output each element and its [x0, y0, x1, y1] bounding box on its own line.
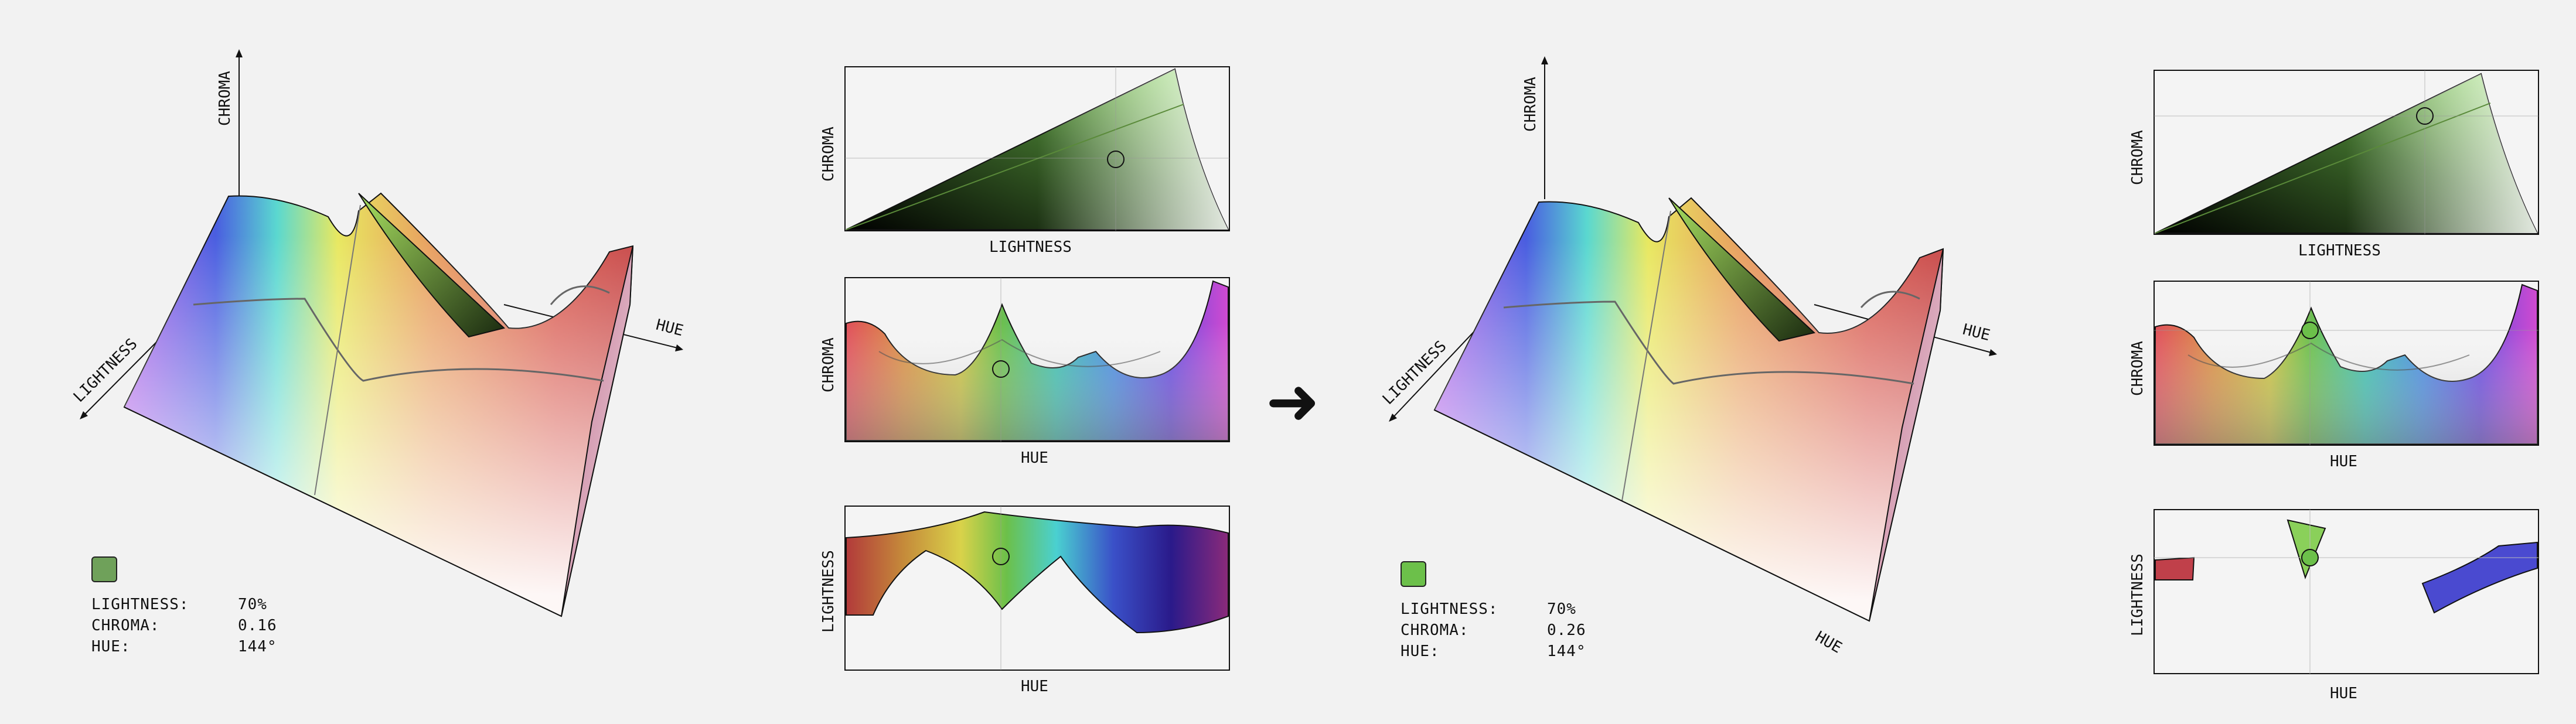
svg-text:HUE: HUE: [1021, 678, 1048, 691]
svg-text:HUE: HUE: [1812, 628, 1845, 657]
svg-text:CHROMA: CHROMA: [2129, 130, 2146, 185]
right-color-info: LIGHTNESS: 70% CHROMA: 0.26 HUE: 144°: [1401, 599, 1586, 662]
svg-text:HUE: HUE: [2330, 685, 2357, 702]
chroma-key: CHROMA:: [1401, 621, 1469, 639]
hue-value: 144°: [238, 638, 277, 655]
chroma-value: 0.16: [238, 617, 277, 634]
svg-text:LIGHTNESS: LIGHTNESS: [2298, 242, 2381, 259]
hue-lightness-slice: LIGHTNESS HUE: [2129, 509, 2539, 702]
lightness-chroma-slice: CHROMA LIGHTNESS: [2129, 70, 2539, 259]
hue-key: HUE:: [1401, 643, 1440, 660]
hue-lightness-slice: LIGHTNESS HUE: [820, 506, 1230, 695]
svg-text:CHROMA: CHROMA: [820, 337, 837, 392]
left-slices: CHROMA LIGHTNESS CHROMA HUE LIGHTNESS HU…: [809, 59, 1254, 695]
svg-text:LIGHTNESS: LIGHTNESS: [820, 550, 837, 633]
hue-key: HUE:: [91, 638, 131, 655]
hue-chroma-slice: CHROMA HUE: [2129, 281, 2539, 470]
svg-text:HUE: HUE: [2330, 453, 2357, 470]
chroma-axis-label: CHROMA: [216, 71, 234, 126]
transform-arrow: ➜: [1266, 364, 1320, 439]
right-3d-solid: CHROMA LIGHTNESS HUE HUE: [1310, 0, 2037, 724]
svg-text:HUE: HUE: [1961, 321, 1992, 344]
svg-text:CHROMA: CHROMA: [2129, 341, 2146, 396]
left-color-info: LIGHTNESS: 70% CHROMA: 0.16 HUE: 144°: [91, 594, 277, 657]
lightness-key: LIGHTNESS:: [1401, 600, 1498, 618]
lightness-value: 70%: [1547, 600, 1576, 618]
right-color-swatch: [1401, 561, 1426, 587]
svg-text:HUE: HUE: [1021, 449, 1048, 467]
hue-value: 144°: [1547, 643, 1586, 660]
lightness-chroma-slice: CHROMA LIGHTNESS: [820, 66, 1230, 256]
svg-text:LIGHTNESS: LIGHTNESS: [2129, 554, 2146, 636]
lightness-value: 70%: [238, 596, 267, 613]
hue-axis-label: HUE: [654, 316, 685, 340]
chroma-value: 0.26: [1547, 621, 1586, 639]
svg-text:LIGHTNESS: LIGHTNESS: [1379, 337, 1450, 408]
hue-chroma-slice: CHROMA HUE: [820, 277, 1230, 467]
right-slices: CHROMA LIGHTNESS CHROMA HUE LIGHTNESS HU…: [2118, 62, 2563, 706]
chroma-key: CHROMA:: [91, 617, 160, 634]
svg-text:CHROMA: CHROMA: [1522, 77, 1539, 132]
left-color-swatch: [91, 556, 117, 582]
svg-text:LIGHTNESS: LIGHTNESS: [989, 238, 1072, 256]
lightness-key: LIGHTNESS:: [91, 596, 189, 613]
svg-text:CHROMA: CHROMA: [820, 127, 837, 182]
left-3d-solid: CHROMA LIGHTNESS HUE: [0, 0, 727, 724]
